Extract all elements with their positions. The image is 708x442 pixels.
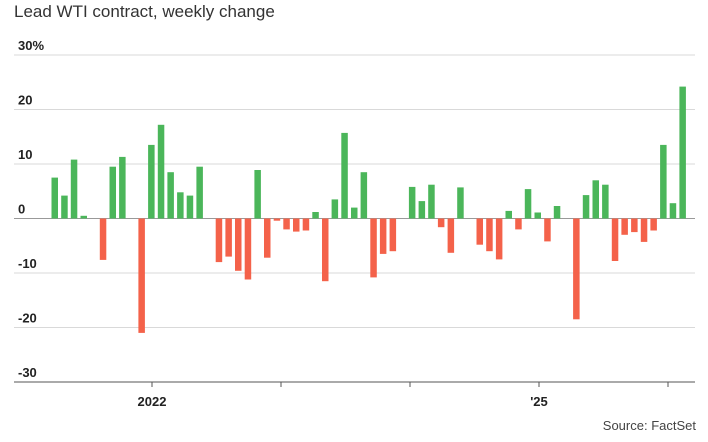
bar [167,172,174,219]
bar [418,201,426,219]
bar [602,184,609,219]
bar [360,172,368,219]
bar [235,218,242,271]
bar [592,180,599,219]
bar [312,212,319,219]
bar [679,86,686,219]
bar [196,166,203,219]
bar [331,199,339,219]
y-tick-label: 0 [18,202,25,217]
bar [495,218,503,260]
bar [650,218,657,231]
bar [283,218,290,230]
y-tick-label: -10 [18,256,37,271]
bar [157,124,165,219]
bar [254,170,261,219]
bar [341,132,348,219]
bar [515,218,522,230]
y-tick-labels: 30% 20 10 0 -10 -20 -30 [18,38,44,380]
bar [534,212,541,219]
bar [437,218,445,228]
bar [621,218,628,235]
x-axis: 2022 '25 [14,381,695,409]
bar [148,144,155,219]
bar [99,218,107,260]
bar [370,218,377,278]
y-tick-label: -30 [18,365,37,380]
bar [51,177,58,219]
bar [109,166,116,219]
bar [225,218,232,257]
bar [640,218,648,242]
bar [544,218,551,242]
bar [553,206,561,219]
chart-title: Lead WTI contract, weekly change [14,2,275,21]
bar [264,218,271,258]
bar [322,218,329,282]
bar [408,186,416,219]
bar [582,195,590,219]
bar [80,215,87,219]
bar [447,218,455,253]
bar [524,189,532,219]
bar [611,218,619,261]
y-tick-label: 20 [18,93,32,108]
bar [293,218,300,232]
bar [351,207,358,219]
y-tick-label: 10 [18,147,32,162]
bar [428,184,435,219]
source-note: Source: FactSet [602,418,696,433]
bar [486,218,493,252]
bar [457,187,464,219]
bar [505,210,512,219]
bar [379,218,387,254]
bar [138,218,145,333]
bar [631,218,638,233]
x-tick-label: '25 [530,394,548,409]
y-tick-label: 30% [18,38,44,53]
bar [177,192,184,219]
bar [215,218,223,263]
bar [389,218,397,252]
x-tick-label: 2022 [138,394,167,409]
bars [51,86,686,333]
bar [119,156,126,219]
bar [660,144,667,219]
bar [70,159,78,219]
bar [244,218,252,280]
bar [273,218,281,221]
bar [186,195,194,219]
bar [573,218,580,320]
y-tick-label: -20 [18,311,37,326]
bar [669,203,677,219]
bar [476,218,483,245]
bar [302,218,310,231]
bar [61,195,68,219]
